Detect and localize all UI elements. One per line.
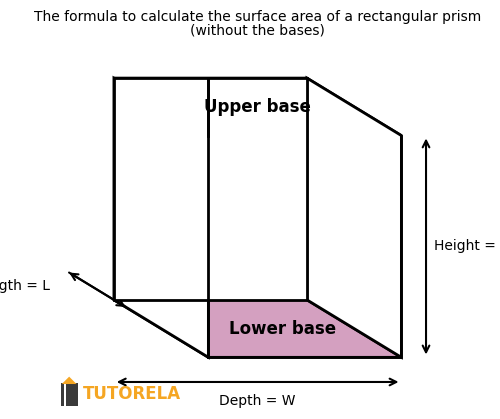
Polygon shape — [114, 78, 208, 357]
Polygon shape — [114, 78, 307, 300]
Polygon shape — [114, 300, 402, 357]
Text: Length = L: Length = L — [0, 279, 50, 293]
Polygon shape — [208, 136, 402, 357]
Text: Upper base: Upper base — [204, 98, 311, 116]
Text: Depth = W: Depth = W — [220, 394, 296, 408]
Text: The formula to calculate the surface area of a rectangular prism: The formula to calculate the surface are… — [34, 10, 482, 24]
Polygon shape — [114, 78, 402, 136]
Polygon shape — [307, 78, 402, 357]
Text: (without the bases): (without the bases) — [190, 24, 325, 38]
Polygon shape — [60, 383, 78, 406]
Text: Lower base: Lower base — [228, 320, 336, 338]
Text: Height = H: Height = H — [434, 240, 500, 253]
Polygon shape — [62, 377, 76, 384]
Polygon shape — [64, 383, 66, 406]
Text: TUTORELA: TUTORELA — [83, 385, 181, 403]
